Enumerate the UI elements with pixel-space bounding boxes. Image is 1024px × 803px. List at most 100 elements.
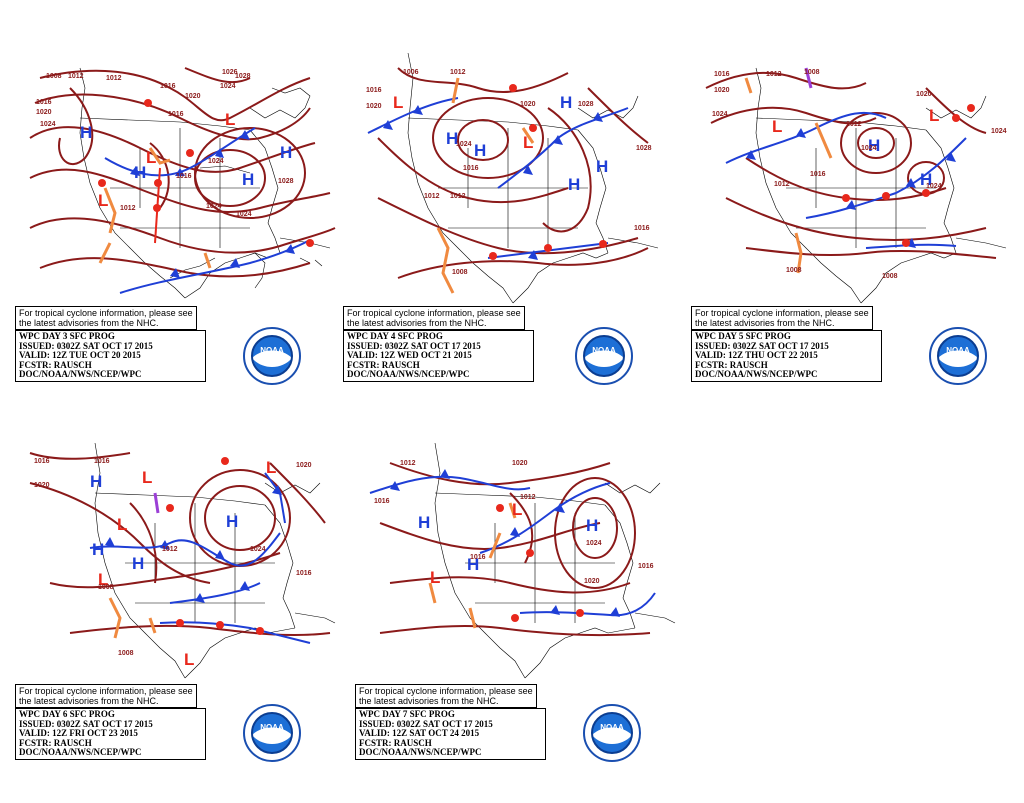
high-symbol: H	[586, 516, 598, 535]
issued-time: ISSUED: 0302Z SAT OCT 17 2015	[695, 340, 829, 351]
svg-text:1024: 1024	[40, 121, 56, 128]
svg-text:1024: 1024	[236, 211, 252, 218]
svg-text:1016: 1016	[94, 458, 110, 465]
agency: DOC/NOAA/NWS/NCEP/WPC	[19, 747, 142, 757]
product-title: WPC DAY 3 SFC PROG	[19, 331, 115, 341]
panel-day6: H H H H L L L L L 1016 1020 1016 1020 10…	[10, 433, 350, 803]
agency: DOC/NOAA/NWS/NCEP/WPC	[359, 747, 482, 757]
svg-text:1016: 1016	[638, 563, 654, 570]
isobars	[379, 462, 651, 637]
tropical-cyclone-notice: For tropical cyclone information, please…	[15, 306, 197, 330]
svg-text:1016: 1016	[470, 554, 486, 561]
svg-text:1020: 1020	[520, 101, 536, 108]
svg-text:1020: 1020	[185, 93, 201, 100]
fronts	[89, 457, 311, 644]
svg-text:1012: 1012	[106, 75, 122, 82]
high-symbol: H	[560, 93, 572, 112]
isobar-labels: 1012 1016 1020 1012 1016 1024 1020 1016	[374, 460, 654, 585]
product-title: WPC DAY 6 SFC PROG	[19, 709, 115, 719]
svg-text:1028: 1028	[278, 178, 294, 185]
svg-text:1012: 1012	[520, 494, 536, 501]
svg-text:1016: 1016	[810, 171, 826, 178]
valid-time: VALID: 12Z FRI OCT 23 2015	[19, 728, 138, 738]
noaa-logo: NOAA	[243, 704, 301, 762]
svg-text:1020: 1020	[296, 462, 312, 469]
svg-text:1016: 1016	[168, 111, 184, 118]
noaa-logo: NOAA	[583, 704, 641, 762]
svg-text:1016: 1016	[34, 458, 50, 465]
svg-text:1020: 1020	[714, 87, 730, 94]
panel-day3: H H H H L L L 1008 1012 1016 1020 1024 1…	[10, 48, 350, 418]
isobars	[705, 71, 997, 259]
low-symbol: L	[184, 650, 194, 669]
high-symbol: H	[418, 513, 430, 532]
svg-text:1024: 1024	[991, 128, 1007, 135]
svg-text:1016: 1016	[160, 83, 176, 90]
svg-text:1012: 1012	[450, 69, 466, 76]
forecaster: FCSTR: RAUSCH	[19, 359, 92, 370]
svg-text:1024: 1024	[220, 83, 236, 90]
svg-text:1008: 1008	[118, 650, 134, 657]
svg-text:NOAA: NOAA	[260, 346, 284, 355]
low-symbol: L	[146, 148, 156, 167]
svg-text:1024: 1024	[586, 540, 602, 547]
svg-text:1012: 1012	[766, 71, 782, 78]
svg-text:1026: 1026	[222, 69, 238, 76]
fronts	[367, 77, 629, 294]
weather-map-day5: H H L L 1016 1012 1008 1020 1024 1012 10…	[705, 67, 1007, 304]
valid-time: VALID: 12Z THU OCT 22 2015	[695, 350, 818, 360]
svg-text:1016: 1016	[296, 570, 312, 577]
low-symbol: L	[117, 515, 127, 534]
weather-map-day3: H H H H L L L 1008 1012 1016 1020 1024 1…	[29, 67, 336, 299]
low-symbol: L	[393, 93, 403, 112]
high-symbol: H	[467, 555, 479, 574]
valid-time: VALID: 12Z WED OCT 21 2015	[347, 350, 472, 360]
high-symbol: H	[868, 136, 880, 155]
svg-text:1024: 1024	[456, 141, 472, 148]
noaa-logo: NOAA	[929, 327, 987, 385]
svg-text:1024: 1024	[208, 158, 224, 165]
high-symbol: H	[568, 175, 580, 194]
panel-day7: H H H L L 1012 1016 1020 1012 1016 1024 …	[350, 433, 690, 803]
high-symbol: H	[92, 540, 104, 559]
svg-text:1016: 1016	[634, 225, 650, 232]
svg-text:1024: 1024	[250, 546, 266, 553]
issued-time: ISSUED: 0302Z SAT OCT 17 2015	[19, 718, 153, 729]
svg-text:1012: 1012	[424, 193, 440, 200]
noaa-logo: NOAA	[243, 327, 301, 385]
isobar-labels: 1006 1012 1016 1020 1024 1020 1028 1012 …	[366, 69, 652, 276]
high-symbol: H	[226, 512, 238, 531]
forecaster: FCSTR: RAUSCH	[359, 737, 432, 748]
svg-text:1020: 1020	[36, 109, 52, 116]
svg-text:1024: 1024	[926, 183, 942, 190]
isobars	[377, 67, 649, 279]
low-symbol: L	[142, 468, 152, 487]
svg-text:1008: 1008	[882, 273, 898, 280]
low-symbol: L	[430, 568, 440, 587]
svg-text:1016: 1016	[176, 173, 192, 180]
high-symbol: H	[90, 472, 102, 491]
svg-text:1012: 1012	[162, 546, 178, 553]
svg-text:1008: 1008	[804, 69, 820, 76]
isobar-labels: 1016 1020 1016 1020 1012 1024 1016 1008 …	[34, 458, 312, 657]
weather-map-day4: H H H H H L L 1006 1012 1016 1020 1024 1…	[366, 52, 659, 304]
forecaster: FCSTR: RAUSCH	[695, 359, 768, 370]
low-symbol: L	[266, 458, 276, 477]
forecast-info-box: WPC DAY 5 SFC PROG ISSUED: 0302Z SAT OCT…	[691, 330, 882, 382]
low-symbol: L	[512, 500, 522, 519]
high-symbol: H	[132, 554, 144, 573]
svg-text:1012: 1012	[774, 181, 790, 188]
svg-text:1008: 1008	[46, 73, 62, 80]
svg-text:1020: 1020	[512, 460, 528, 467]
low-symbol: L	[98, 570, 108, 589]
svg-text:1008: 1008	[786, 267, 802, 274]
issued-time: ISSUED: 0302Z SAT OCT 17 2015	[359, 718, 493, 729]
high-symbol: H	[134, 163, 146, 182]
svg-text:1016: 1016	[374, 498, 390, 505]
svg-text:1012: 1012	[450, 193, 466, 200]
svg-text:1006: 1006	[403, 69, 419, 76]
high-symbol: H	[446, 129, 458, 148]
issued-time: ISSUED: 0302Z SAT OCT 17 2015	[347, 340, 481, 351]
agency: DOC/NOAA/NWS/NCEP/WPC	[19, 369, 142, 379]
product-title: WPC DAY 4 SFC PROG	[347, 331, 443, 341]
